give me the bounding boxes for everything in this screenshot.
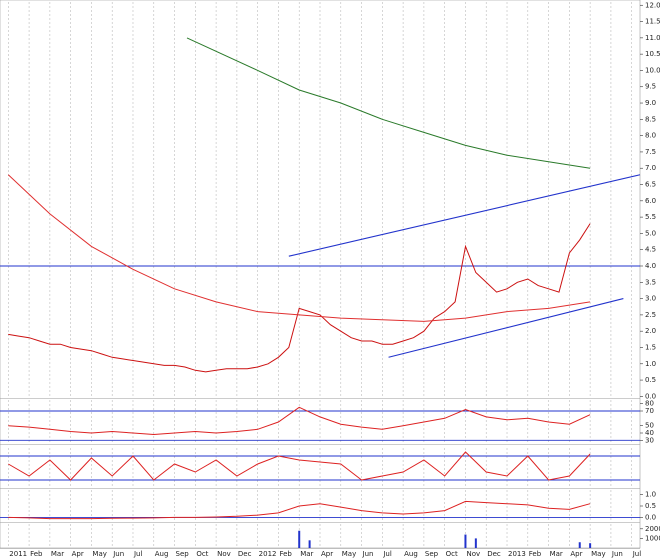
y-tick-label: 8.5 (645, 115, 656, 123)
x-tick-label: Feb (529, 550, 542, 558)
y-tick-label: 5.5 (645, 213, 656, 221)
y-tick-label: 7.0 (645, 164, 656, 172)
y-tick-label: 9.0 (645, 99, 656, 107)
x-tick-label: Mar (300, 550, 313, 558)
x-tick-label: 2011 (9, 550, 27, 558)
x-tick-label: May (92, 550, 106, 558)
x-tick-label: Feb (279, 550, 292, 558)
y-tick-label: 3.5 (645, 278, 656, 286)
trend-line (288, 174, 641, 257)
y-tick-label: 9.5 (645, 83, 656, 91)
y-tick-label: 5.0 (645, 229, 656, 237)
y-tick-label: 0.0 (645, 392, 656, 400)
x-tick-label: Apr (570, 550, 582, 558)
x-tick-label: Jul (382, 550, 392, 558)
x-tick-label: 2012 (259, 550, 277, 558)
y-tick-label: 2.0 (645, 327, 656, 335)
y-tick-label: 11.5 (645, 18, 660, 26)
x-tick-label: Jul (632, 550, 642, 558)
x-tick-label: Mar (51, 550, 64, 558)
x-tick-label: Sep (176, 550, 190, 558)
x-tick-label: May (591, 550, 605, 558)
series-line (7, 174, 591, 322)
x-tick-label: May (342, 550, 356, 558)
series-line (8, 500, 591, 520)
x-tick-label: Feb (30, 550, 43, 558)
y-tick-label: 0.0 (645, 513, 656, 521)
x-tick-label: Aug (155, 550, 169, 558)
x-tick-label: Nov (217, 550, 231, 558)
x-tick-label: Nov (466, 550, 480, 558)
y-tick-label: 30 (645, 436, 654, 444)
x-tick-label: Jun (112, 550, 124, 558)
y-tick-label: 0.5 (645, 376, 656, 384)
y-tick-label: 10.5 (645, 50, 660, 58)
x-tick-label: 2013 (508, 550, 526, 558)
volume-bar (578, 542, 581, 548)
x-tick-label: Jul (133, 550, 143, 558)
volume-bar (474, 538, 477, 548)
x-tick-label: Dec (238, 550, 252, 558)
x-tick-label: Oct (196, 550, 208, 558)
y-tick-label: 4.0 (645, 262, 656, 270)
series-line (8, 223, 591, 373)
y-tick-label: 12.0 (645, 1, 660, 9)
y-tick-label: 4.5 (645, 246, 656, 254)
y-tick-label: 1.5 (645, 343, 656, 351)
y-tick-label: 20000 (645, 525, 660, 533)
y-tick-label: 6.5 (645, 181, 656, 189)
x-tick-label: Mar (550, 550, 563, 558)
series-line (8, 406, 591, 436)
y-tick-label: 40 (645, 429, 654, 437)
series-line (186, 37, 591, 169)
y-tick-label: 50 (645, 422, 654, 430)
volume-bar (464, 534, 467, 548)
series-line (8, 451, 591, 481)
y-tick-label: 0.5 (645, 502, 656, 510)
y-tick-label: 11.0 (645, 34, 660, 42)
y-tick-label: 10000 (645, 534, 660, 542)
y-tick-label: 2.5 (645, 311, 656, 319)
y-tick-label: 70 (645, 407, 654, 415)
x-tick-label: Aug (404, 550, 418, 558)
y-tick-label: 80 (645, 400, 654, 408)
y-tick-label: 10.0 (645, 66, 660, 74)
x-tick-label: Sep (425, 550, 439, 558)
trend-line (388, 298, 624, 358)
x-tick-label: Oct (446, 550, 458, 558)
y-tick-label: 1.0 (645, 491, 656, 499)
x-tick-label: Apr (72, 550, 84, 558)
x-tick-label: Dec (487, 550, 501, 558)
x-tick-label: Jun (362, 550, 374, 558)
y-tick-label: 1.0 (645, 360, 656, 368)
y-tick-label: 7.5 (645, 148, 656, 156)
y-tick-label: 8.0 (645, 132, 656, 140)
y-tick-label: 3.0 (645, 295, 656, 303)
volume-bar (308, 540, 311, 548)
volume-bar (589, 543, 592, 548)
volume-bar (298, 530, 301, 548)
x-tick-label: Apr (321, 550, 333, 558)
y-tick-label: 6.0 (645, 197, 656, 205)
x-tick-label: Jun (611, 550, 623, 558)
